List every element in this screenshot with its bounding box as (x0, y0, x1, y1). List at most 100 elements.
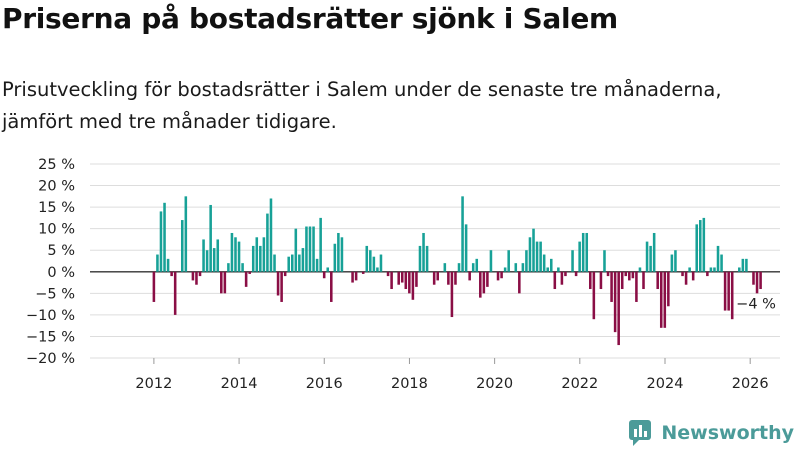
bar (287, 256, 290, 272)
bar (212, 248, 216, 272)
bar (354, 271, 358, 281)
y-tick-label: 20 % (38, 179, 75, 195)
bar (638, 267, 642, 272)
bar (617, 271, 620, 346)
bar (152, 271, 156, 302)
bar (589, 271, 592, 290)
bar (560, 271, 564, 285)
bar (532, 228, 535, 272)
bar (681, 271, 684, 277)
bar (415, 271, 418, 287)
bar (528, 237, 532, 272)
bar (461, 196, 464, 272)
bar (486, 271, 489, 287)
bar (308, 226, 312, 272)
bar (720, 254, 723, 272)
bar (156, 254, 159, 272)
bar (166, 258, 170, 272)
bar (432, 271, 436, 285)
bar (255, 237, 259, 272)
newsworthy-logo-icon (629, 420, 652, 446)
bar (425, 245, 429, 272)
bar (411, 271, 415, 300)
bar (745, 258, 748, 272)
bar (408, 271, 411, 294)
x-tick-label: 2026 (732, 376, 769, 392)
bar (535, 241, 539, 272)
newsworthy-logo-text: Newsworthy (661, 422, 794, 444)
bar (436, 271, 440, 281)
bar (340, 237, 344, 272)
bar (606, 271, 610, 277)
bar (755, 271, 759, 294)
bar (422, 232, 425, 272)
bar (727, 271, 730, 311)
bar (741, 258, 745, 272)
bar (223, 271, 227, 294)
bar (628, 271, 631, 281)
bar (205, 250, 209, 272)
bar (216, 239, 220, 272)
bar (191, 271, 195, 281)
bar (642, 271, 645, 290)
bar (198, 271, 202, 277)
chart-subtitle: Prisutveckling för bostadsrätter i Salem… (2, 78, 722, 133)
bar (294, 228, 298, 272)
bar (276, 271, 280, 296)
bar (322, 271, 326, 279)
x-axis: 2012 2014 2016 2018 2020 2022 2024 2026 (135, 358, 769, 392)
y-axis: 25 % 20 % 15 % 10 % 5 % 0 % −5 % −10 % −15 % −20 … (26, 157, 75, 367)
bar (663, 271, 667, 328)
bar (447, 271, 450, 285)
bar (471, 263, 475, 272)
chart-title: Priserna på bostadsrätter sjönk i Salem (2, 2, 618, 35)
x-tick-label: 2024 (647, 376, 684, 392)
bar (659, 271, 663, 328)
x-tick-label: 2022 (561, 376, 598, 392)
bar (656, 271, 659, 290)
bar (184, 196, 188, 272)
bar (159, 211, 163, 272)
bar (290, 254, 294, 272)
bar (443, 263, 447, 272)
bar (564, 271, 567, 277)
y-tick-label: 10 % (38, 222, 75, 238)
bar (333, 243, 337, 272)
bar (620, 271, 624, 290)
bar (379, 254, 383, 272)
bar (482, 271, 486, 294)
bar (351, 271, 354, 283)
bar (450, 271, 454, 318)
bar (468, 271, 471, 281)
bar (220, 271, 223, 294)
y-tick-label: 5 % (47, 243, 75, 259)
y-tick-label: −15 % (26, 329, 75, 345)
grid-lines (90, 163, 780, 359)
bar (610, 271, 613, 302)
bar (464, 224, 468, 272)
bar (365, 245, 369, 272)
bar (312, 226, 315, 272)
bar (674, 250, 677, 272)
bars (152, 196, 762, 346)
bar (557, 267, 560, 272)
bar (571, 250, 574, 272)
bar (319, 217, 322, 272)
bar (457, 263, 461, 272)
bar (163, 202, 166, 272)
bar (599, 271, 603, 290)
bar (195, 271, 198, 285)
bar (298, 254, 301, 272)
y-tick-label: 25 % (38, 157, 75, 173)
bar (667, 271, 670, 307)
bar (237, 241, 241, 272)
bar (283, 271, 287, 277)
bar (251, 245, 255, 272)
bar (546, 267, 549, 272)
bar (713, 267, 716, 272)
bar (337, 232, 340, 272)
bar (315, 258, 319, 272)
bar (539, 241, 542, 272)
bar (507, 250, 510, 272)
bar (521, 263, 525, 272)
